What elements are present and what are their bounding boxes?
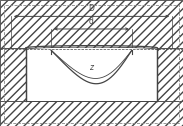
Polygon shape [51, 50, 132, 84]
Polygon shape [0, 0, 183, 48]
Text: D: D [89, 4, 94, 13]
Polygon shape [0, 101, 183, 126]
Text: z: z [89, 63, 94, 72]
Polygon shape [26, 48, 157, 101]
Text: d: d [89, 18, 94, 26]
Polygon shape [0, 48, 26, 101]
Polygon shape [157, 48, 183, 101]
